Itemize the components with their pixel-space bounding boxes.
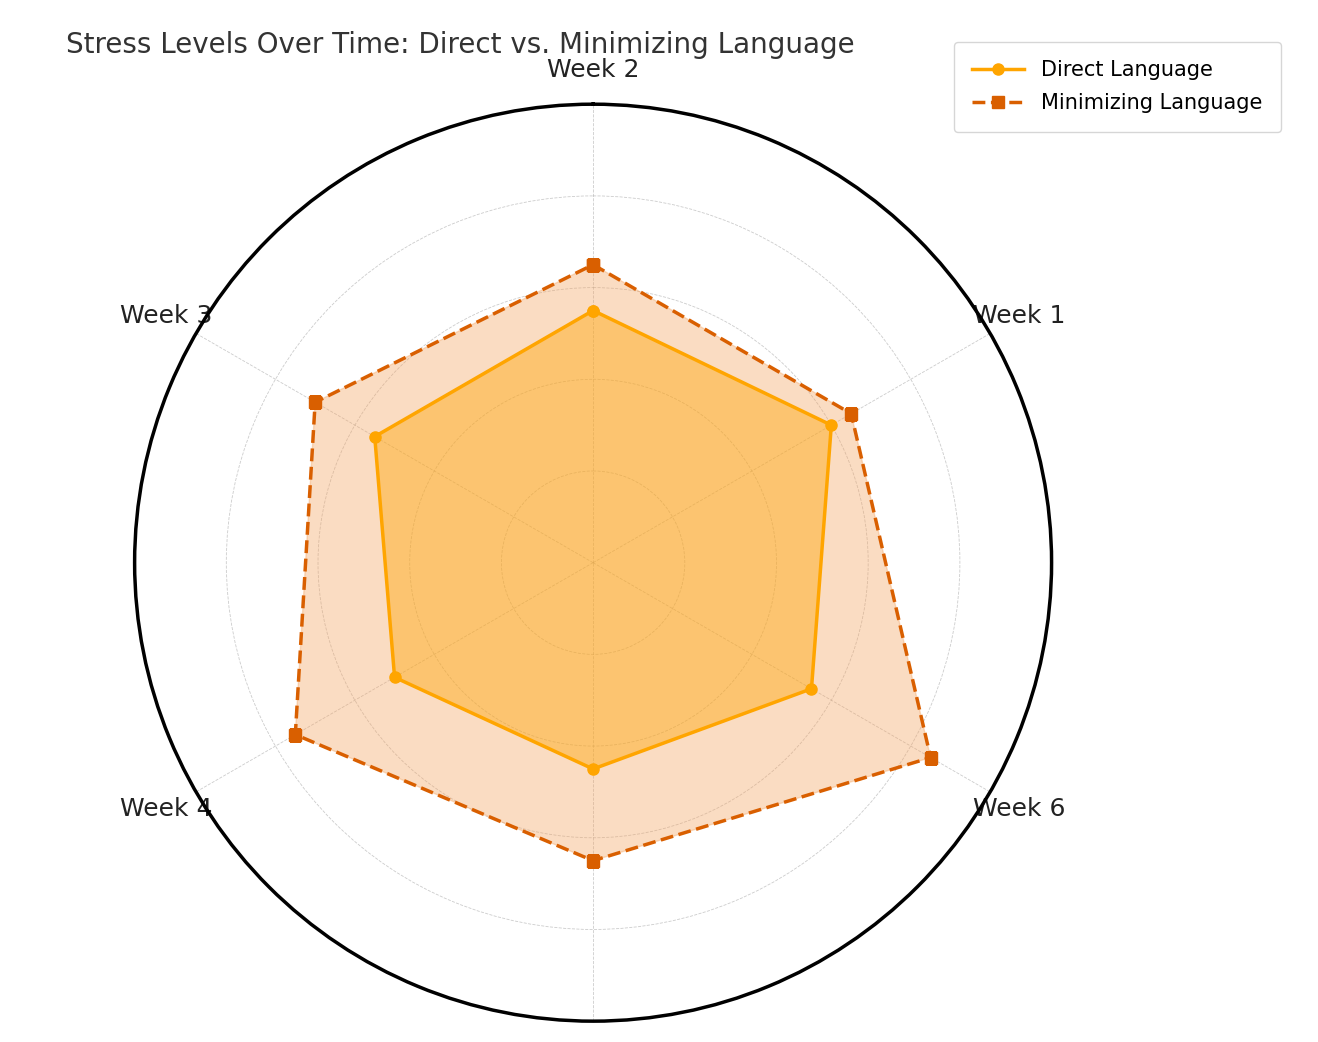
Polygon shape <box>295 265 931 861</box>
Legend: Direct Language, Minimizing Language: Direct Language, Minimizing Language <box>954 42 1281 131</box>
Polygon shape <box>374 311 832 769</box>
Text: Stress Levels Over Time: Direct vs. Minimizing Language: Stress Levels Over Time: Direct vs. Mini… <box>66 31 854 59</box>
